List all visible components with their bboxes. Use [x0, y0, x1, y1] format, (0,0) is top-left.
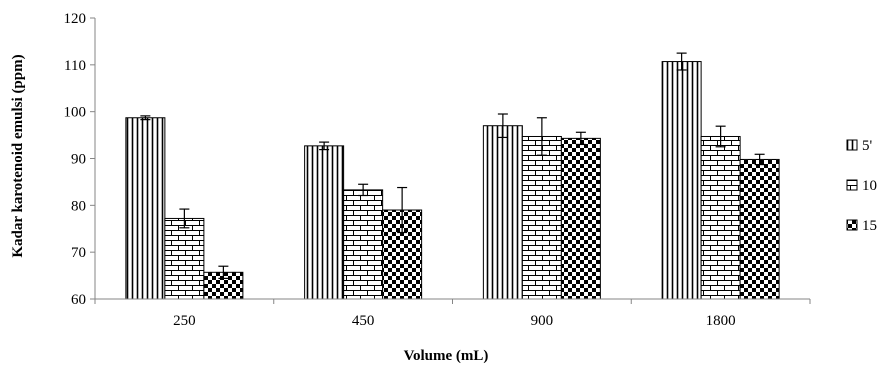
legend-label: 15 [862, 218, 877, 234]
legend-label: 5' [862, 138, 873, 154]
legend-swatch-vertical-stripes [846, 139, 858, 151]
bar-brick-900 [521, 135, 562, 300]
x-tick-label: 450 [352, 313, 375, 329]
plot-area [125, 52, 780, 300]
x-tick-label: 250 [173, 313, 196, 329]
y-tick-label: 110 [64, 58, 86, 74]
bar-checker-1800 [739, 158, 780, 300]
bar-vertical-stripes-250 [125, 117, 166, 300]
bar-brick-250 [164, 217, 205, 300]
legend-label: 10 [862, 178, 877, 194]
bar-brick-450 [343, 189, 384, 300]
x-axis-title: Volume (mL) [404, 348, 489, 364]
y-tick-label: 90 [71, 152, 86, 168]
y-tick-label: 100 [64, 105, 87, 121]
y-axis-title: Kadar karotenoid emulsi (ppm) [10, 54, 26, 257]
y-tick-label: 120 [64, 11, 87, 27]
y-tick-label: 60 [71, 292, 86, 308]
bar-vertical-stripes-900 [482, 125, 523, 300]
x-tick-label: 1800 [706, 313, 736, 329]
y-tick-label: 70 [71, 245, 86, 261]
bar-vertical-stripes-1800 [661, 61, 702, 300]
bar-vertical-stripes-450 [304, 145, 345, 300]
y-tick-label: 80 [71, 198, 86, 214]
axes: 60 70 80 90 100 110 120 250 450 900 1800 [64, 11, 811, 329]
bar-brick-1800 [700, 135, 741, 300]
legend-swatch-brick [846, 179, 858, 191]
x-tick-label: 900 [531, 313, 554, 329]
legend-swatch-checker [846, 219, 858, 231]
bar-checker-900 [560, 137, 601, 300]
legend: 5' 10 15 [846, 138, 877, 234]
